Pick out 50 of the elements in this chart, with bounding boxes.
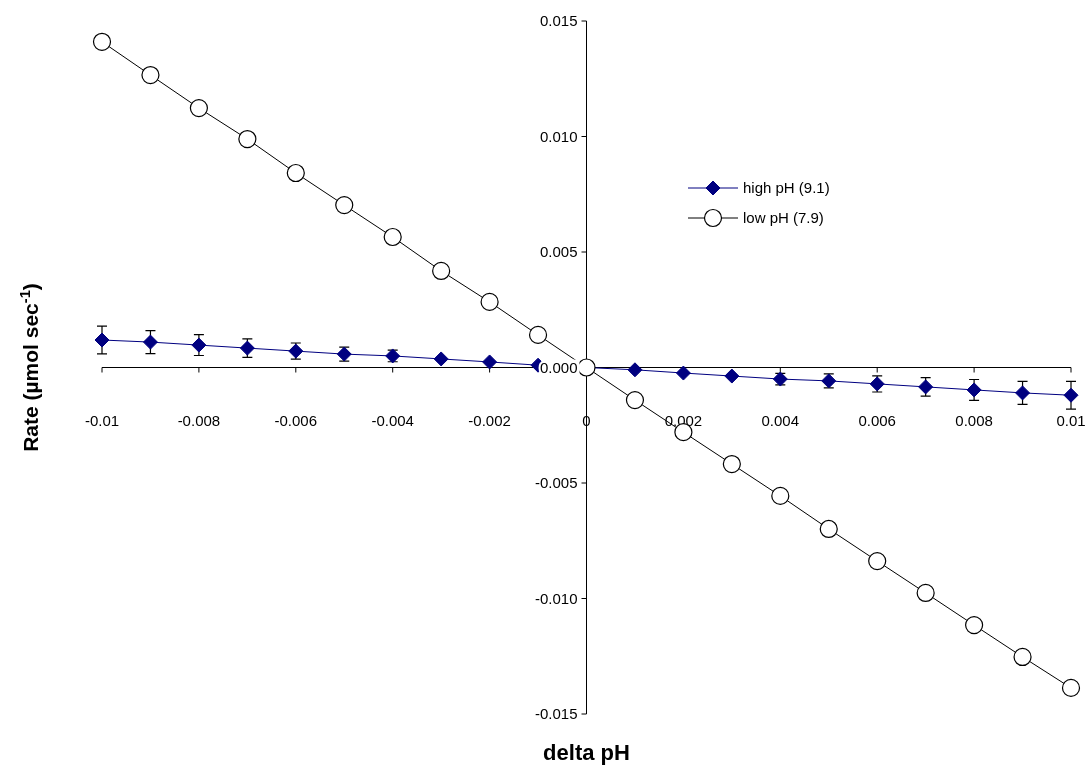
x-axis-title: delta pH — [543, 740, 630, 765]
point — [819, 519, 838, 539]
point — [191, 337, 207, 353]
x-tick-label: -0.004 — [371, 411, 414, 429]
point — [627, 362, 643, 378]
x-tick-label: 0.002 — [664, 411, 703, 429]
point — [771, 486, 790, 506]
point — [141, 65, 160, 85]
x-tick-label: 0.01 — [1056, 411, 1086, 429]
point — [965, 615, 984, 635]
x-tick-label: -0.002 — [468, 411, 511, 429]
point — [383, 227, 402, 247]
y-tick-label: -0.015 — [534, 705, 578, 723]
point — [94, 332, 110, 348]
y-tick-label: 0.015 — [539, 12, 578, 30]
point — [1061, 678, 1081, 697]
point — [724, 368, 740, 384]
point — [868, 551, 887, 571]
point — [432, 261, 451, 281]
y-tick-label: 0.000 — [539, 358, 578, 376]
point — [92, 32, 112, 51]
x-tick-label: -0.006 — [274, 411, 318, 429]
point — [286, 163, 305, 183]
legend-label: low pH (7.9) — [743, 209, 824, 227]
y-tick-label: -0.010 — [534, 589, 578, 607]
y-tick-label: 0.010 — [539, 127, 578, 145]
x-tick-label: 0.008 — [955, 411, 993, 429]
point — [142, 334, 158, 350]
legend-label: high pH (9.1) — [743, 179, 830, 197]
point — [189, 98, 208, 118]
point — [433, 351, 449, 367]
point — [625, 390, 645, 410]
x-tick-label: -0.008 — [177, 411, 221, 429]
point — [1015, 385, 1031, 401]
y-tick-label: 0.005 — [539, 243, 578, 261]
point — [238, 129, 257, 149]
point — [480, 292, 499, 311]
point — [966, 382, 982, 398]
point — [528, 325, 548, 345]
point — [722, 454, 741, 474]
point — [335, 196, 354, 215]
point — [916, 583, 935, 603]
point — [482, 354, 498, 370]
point — [1063, 387, 1079, 403]
x-tick-label: 0.004 — [761, 411, 800, 429]
x-tick-label: -0.01 — [84, 411, 120, 429]
point — [675, 365, 691, 381]
x-tick-label: 0.006 — [858, 411, 896, 429]
point — [1013, 647, 1032, 667]
y-tick-label: -0.005 — [534, 474, 578, 492]
